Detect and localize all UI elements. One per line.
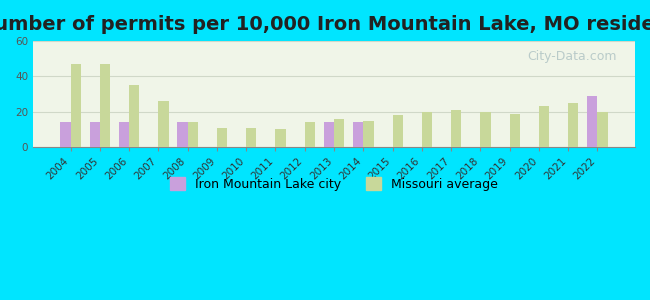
- Bar: [129, 85, 139, 147]
- Bar: [305, 122, 315, 147]
- Bar: [324, 122, 334, 147]
- Bar: [90, 122, 100, 147]
- Bar: [177, 122, 188, 147]
- Bar: [422, 112, 432, 147]
- Bar: [539, 106, 549, 147]
- Bar: [480, 112, 491, 147]
- Text: City-Data.com: City-Data.com: [527, 50, 617, 63]
- Bar: [334, 119, 345, 147]
- Bar: [587, 96, 597, 147]
- Bar: [71, 64, 81, 147]
- Bar: [353, 122, 363, 147]
- Bar: [60, 122, 71, 147]
- Title: Number of permits per 10,000 Iron Mountain Lake, MO residents: Number of permits per 10,000 Iron Mounta…: [0, 15, 650, 34]
- Bar: [363, 121, 374, 147]
- Bar: [159, 101, 168, 147]
- Bar: [393, 115, 403, 147]
- Bar: [119, 122, 129, 147]
- Bar: [246, 128, 257, 147]
- Bar: [510, 114, 520, 147]
- Bar: [217, 128, 227, 147]
- Legend: Iron Mountain Lake city, Missouri average: Iron Mountain Lake city, Missouri averag…: [165, 172, 503, 196]
- Bar: [451, 110, 462, 147]
- Bar: [568, 103, 578, 147]
- Bar: [276, 130, 286, 147]
- Bar: [597, 112, 608, 147]
- Bar: [188, 122, 198, 147]
- Bar: [100, 64, 110, 147]
